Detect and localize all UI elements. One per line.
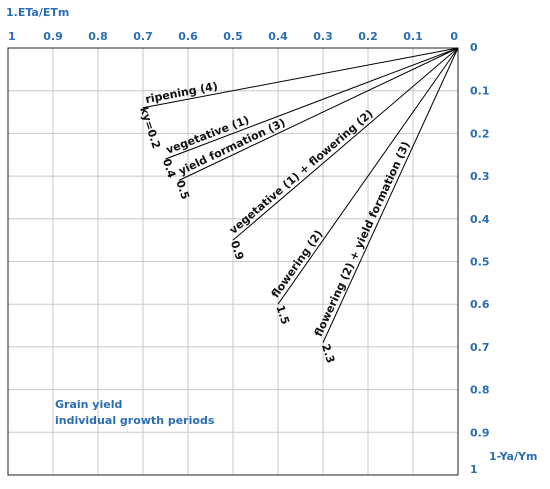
x-tick-label: 0.3	[313, 30, 333, 43]
x-tick-label: 0.7	[133, 30, 153, 43]
series-ky-label: 2.3	[319, 342, 337, 365]
x-tick-label: 1	[8, 30, 16, 43]
y-tick-label: 0	[470, 41, 478, 54]
series-label: ripening (4)	[144, 80, 219, 106]
y-tick-label: 0.6	[470, 298, 490, 311]
series-line	[277, 47, 459, 305]
chart-annotation-line-1: Grain yield	[55, 398, 122, 411]
y-tick-label: 0.8	[470, 384, 490, 397]
series-line	[142, 47, 459, 109]
x-tick-label: 0.1	[403, 30, 423, 43]
y-tick-label: 0.1	[470, 85, 490, 98]
chart-annotation-line-2: individual growth periods	[55, 414, 215, 427]
plot-frame	[7, 47, 459, 476]
x-tick-label: 0.8	[88, 30, 108, 43]
y-tick-label: 0.2	[470, 127, 490, 140]
series-line	[178, 47, 459, 181]
series-ky-label: 1.5	[273, 304, 291, 327]
x-axis-title: 1.ETa/ETm	[6, 6, 69, 19]
x-tick-label: 0.4	[268, 30, 288, 43]
y-axis-ticks: 0 0.1 0.2 0.3 0.4 0.5 0.6 0.7 0.8 0.9 1	[470, 41, 490, 476]
y-tick-label: 1	[470, 463, 478, 476]
x-tick-label: 0.6	[178, 30, 198, 43]
y-tick-label: 0.5	[470, 256, 490, 269]
series-label: flowering (2)	[269, 228, 326, 301]
y-tick-label: 0.7	[470, 341, 490, 354]
series-ky-label: 0.5	[173, 179, 191, 202]
series-label: flowering (2) + yield formation (3)	[312, 139, 413, 338]
series-line	[232, 47, 459, 241]
series-line	[322, 47, 459, 343]
series-ky-label: ky=0.2	[137, 105, 163, 150]
series-line	[165, 47, 459, 160]
x-tick-label: 0.2	[358, 30, 378, 43]
x-tick-label: 0.5	[223, 30, 243, 43]
y-tick-label: 0.9	[470, 426, 490, 439]
series-ky-label: 0.9	[228, 239, 246, 262]
y-axis-title: 1-Ya/Ym	[489, 450, 537, 463]
series-ky-label: 0.4	[160, 157, 178, 180]
y-tick-label: 0.3	[470, 170, 490, 183]
y-tick-label: 0.4	[470, 213, 490, 226]
x-axis-ticks: 0 0.1 0.2 0.3 0.4 0.5 0.6 0.7 0.8 0.9 1	[8, 30, 458, 43]
series-label: vegetative (1) + flowering (2)	[227, 107, 376, 237]
x-tick-label: 0	[450, 30, 458, 43]
series-lines	[142, 47, 459, 343]
x-tick-label: 0.9	[43, 30, 63, 43]
